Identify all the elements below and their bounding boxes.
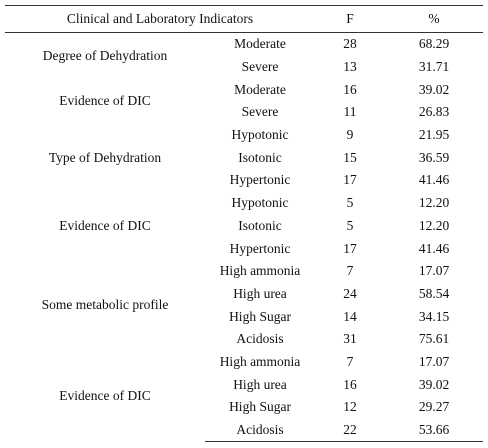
subcategory-cell: Acidosis — [205, 328, 315, 351]
frequency-cell: 7 — [315, 260, 385, 283]
subcategory-cell: Acidosis — [205, 419, 315, 442]
percent-cell: 41.46 — [385, 169, 483, 192]
frequency-cell: 16 — [315, 373, 385, 396]
subcategory-cell: Hypertonic — [205, 169, 315, 192]
subcategory-cell: Moderate — [205, 78, 315, 101]
percent-cell: 39.02 — [385, 78, 483, 101]
frequency-cell: 22 — [315, 419, 385, 442]
table-row: Type of Dehydration Hypotonic 9 21.95 — [5, 124, 483, 147]
table-row: Evidence of DIC Moderate 16 39.02 — [5, 78, 483, 101]
subcategory-cell: High urea — [205, 283, 315, 306]
percent-cell: 12.20 — [385, 215, 483, 238]
percent-cell: 58.54 — [385, 283, 483, 306]
frequency-cell: 17 — [315, 237, 385, 260]
frequency-cell: 13 — [315, 56, 385, 79]
header-percent: % — [385, 6, 483, 33]
frequency-cell: 12 — [315, 396, 385, 419]
percent-cell: 75.61 — [385, 328, 483, 351]
table-row: Evidence of DIC High ammonia 7 17.07 — [5, 351, 483, 374]
frequency-cell: 5 — [315, 192, 385, 215]
header-indicator: Clinical and Laboratory Indicators — [5, 6, 315, 33]
percent-cell: 17.07 — [385, 351, 483, 374]
frequency-cell: 11 — [315, 101, 385, 124]
percent-cell: 39.02 — [385, 373, 483, 396]
group-label: Some metabolic profile — [5, 260, 205, 351]
frequency-cell: 31 — [315, 328, 385, 351]
header-f: F — [315, 6, 385, 33]
table-body: Degree of Dehydration Moderate 28 68.29 Seve… — [5, 33, 483, 442]
frequency-cell: 17 — [315, 169, 385, 192]
percent-cell: 68.29 — [385, 33, 483, 56]
frequency-cell: 14 — [315, 305, 385, 328]
percent-cell: 34.15 — [385, 305, 483, 328]
subcategory-cell: High ammonia — [205, 351, 315, 374]
subcategory-cell: Severe — [205, 56, 315, 79]
frequency-cell: 28 — [315, 33, 385, 56]
percent-cell: 41.46 — [385, 237, 483, 260]
frequency-cell: 15 — [315, 146, 385, 169]
frequency-cell: 7 — [315, 351, 385, 374]
group-label: Evidence of DIC — [5, 351, 205, 442]
percent-cell: 53.66 — [385, 419, 483, 442]
percent-cell: 31.71 — [385, 56, 483, 79]
group-label: Evidence of DIC — [5, 78, 205, 123]
percent-cell: 17.07 — [385, 260, 483, 283]
frequency-cell: 9 — [315, 124, 385, 147]
frequency-cell: 16 — [315, 78, 385, 101]
percent-cell: 12.20 — [385, 192, 483, 215]
percent-cell: 21.95 — [385, 124, 483, 147]
group-label: Degree of Dehydration — [5, 33, 205, 79]
frequency-cell: 24 — [315, 283, 385, 306]
percent-cell: 26.83 — [385, 101, 483, 124]
subcategory-cell: High Sugar — [205, 396, 315, 419]
table-row: Evidence of DIC Hypotonic 5 12.20 — [5, 192, 483, 215]
percent-cell: 29.27 — [385, 396, 483, 419]
subcategory-cell: High Sugar — [205, 305, 315, 328]
frequency-cell: 5 — [315, 215, 385, 238]
subcategory-cell: Hypotonic — [205, 192, 315, 215]
subcategory-cell: Moderate — [205, 33, 315, 56]
clinical-indicators-table: Clinical and Laboratory Indicators F % D… — [5, 5, 483, 442]
group-label: Type of Dehydration — [5, 124, 205, 192]
subcategory-cell: Isotonic — [205, 146, 315, 169]
subcategory-cell: Severe — [205, 101, 315, 124]
subcategory-cell: Hypertonic — [205, 237, 315, 260]
subcategory-cell: High ammonia — [205, 260, 315, 283]
table-row: Degree of Dehydration Moderate 28 68.29 — [5, 33, 483, 56]
header-row: Clinical and Laboratory Indicators F % — [5, 6, 483, 33]
subcategory-cell: High urea — [205, 373, 315, 396]
subcategory-cell: Hypotonic — [205, 124, 315, 147]
subcategory-cell: Isotonic — [205, 215, 315, 238]
group-label: Evidence of DIC — [5, 192, 205, 260]
percent-cell: 36.59 — [385, 146, 483, 169]
table-row: Some metabolic profile High ammonia 7 17.07 — [5, 260, 483, 283]
